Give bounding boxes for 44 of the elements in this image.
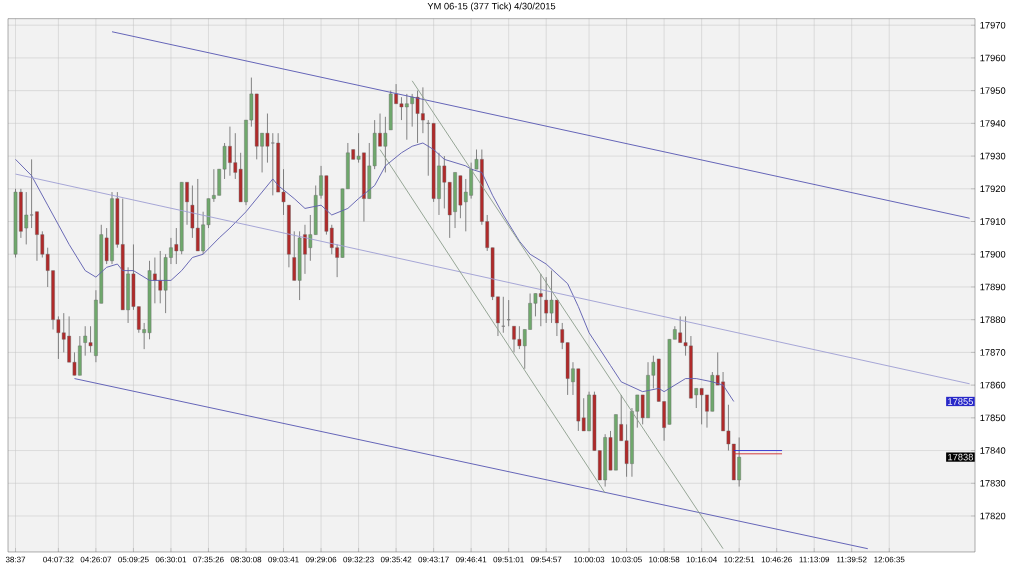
- y-tick-label: 17920: [980, 185, 1006, 193]
- x-tick-label: 38:37: [5, 556, 26, 563]
- y-tick-label: 17930: [980, 152, 1006, 160]
- y-tick-label: 17950: [980, 87, 1006, 94]
- y-tick-label: 17880: [980, 316, 1006, 323]
- annotation: 17838: [948, 453, 973, 461]
- x-tick-label: 04:26:07: [80, 556, 112, 563]
- x-tick-label: 09:46:41: [455, 556, 487, 563]
- annotation: 17855: [948, 398, 973, 405]
- x-tick-label: 06:30:01: [155, 556, 187, 563]
- x-tick-label: 12:06:35: [874, 556, 905, 563]
- y-tick-label: 17870: [980, 349, 1006, 356]
- x-tick-label: 10:46:26: [761, 556, 792, 563]
- y-tick-label: 17970: [980, 21, 1006, 29]
- x-tick-label: 07:35:26: [193, 556, 224, 563]
- x-tick-label: 08:30:08: [230, 556, 262, 563]
- x-tick-label: 10:08:58: [649, 556, 680, 563]
- x-tick-label: 10:03:05: [611, 556, 642, 563]
- x-tick-label: 09:32:23: [343, 556, 374, 563]
- x-tick-label: 09:51:01: [493, 556, 524, 563]
- x-tick-label: 09:03:41: [268, 556, 299, 563]
- chart-title: YM 06-15 (377 Tick) 4/30/2015: [427, 2, 556, 12]
- x-tick-label: 05:09:25: [118, 556, 149, 563]
- x-tick-label: 09:54:57: [530, 556, 562, 563]
- x-tick-label: 10:16:04: [686, 556, 717, 563]
- x-tick-label: 09:35:42: [380, 556, 412, 563]
- y-tick-label: 17840: [980, 447, 1006, 454]
- y-tick-label: 17910: [980, 218, 1006, 225]
- y-tick-label: 17900: [980, 250, 1006, 258]
- x-tick-label: 11:39:52: [837, 556, 867, 563]
- y-tick-label: 17850: [980, 414, 1006, 422]
- y-tick-label: 17940: [980, 120, 1006, 127]
- candlestick: [29, 158, 34, 229]
- y-tick-label: 17960: [980, 54, 1006, 62]
- x-tick-label: 10:00:03: [574, 556, 605, 563]
- x-tick-label: 11:13:09: [799, 556, 830, 563]
- x-tick-label: 09:43:17: [418, 556, 449, 563]
- y-tick-label: 17830: [980, 479, 1006, 487]
- x-tick-label: 04:07:32: [43, 556, 74, 563]
- y-tick-label: 17890: [980, 283, 1006, 291]
- x-tick-label: 09:29:06: [305, 556, 337, 563]
- y-tick-label: 17820: [980, 512, 1006, 520]
- x-tick-label: 10:22:51: [724, 556, 755, 563]
- y-tick-label: 17860: [980, 381, 1006, 389]
